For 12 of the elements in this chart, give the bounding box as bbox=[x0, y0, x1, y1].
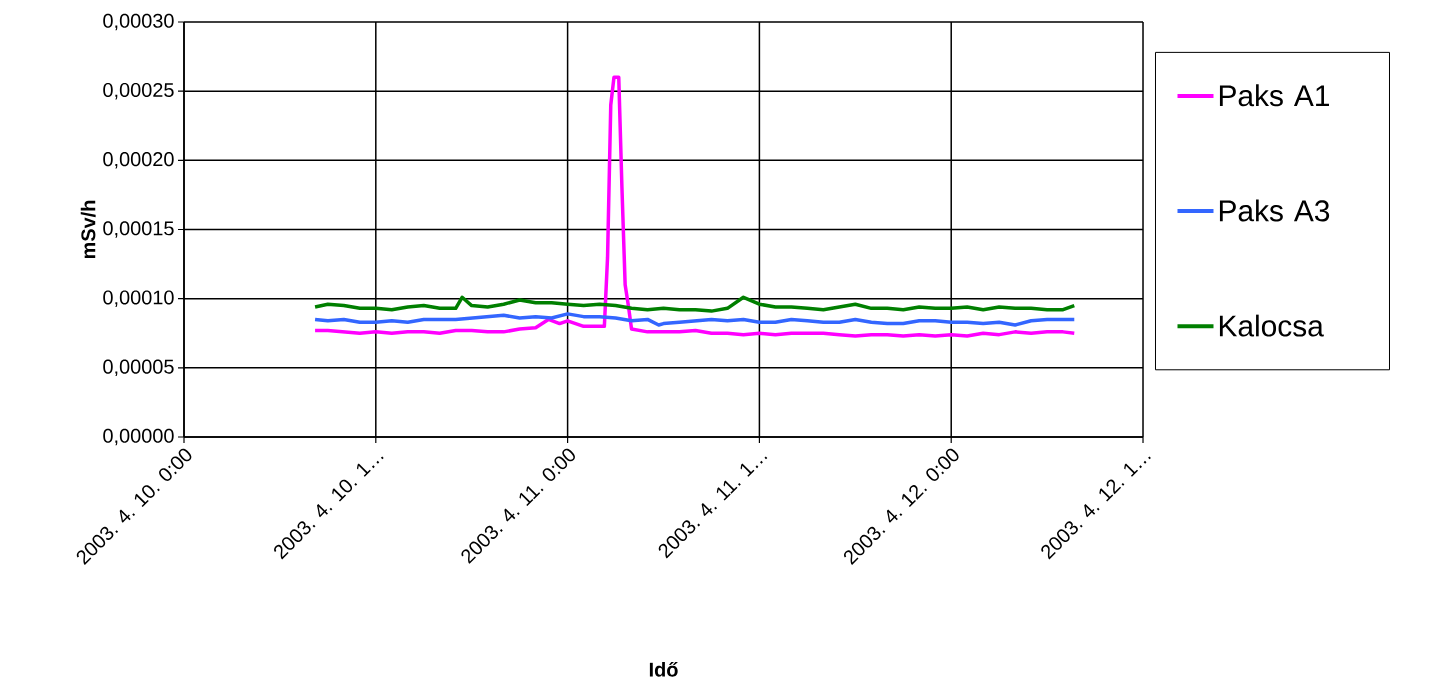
x-axis-title: Idő bbox=[649, 662, 678, 677]
legend-label: Kalocsa bbox=[1219, 314, 1324, 337]
legend-label: Paks A1 bbox=[1219, 84, 1329, 107]
y-tick-label: 0,00025 bbox=[103, 82, 174, 100]
legend-label: Paks A3 bbox=[1219, 199, 1330, 222]
y-axis-title: mSv/h bbox=[80, 200, 96, 259]
y-tick-label: 0,00005 bbox=[103, 359, 174, 377]
y-tick-label: 0,00030 bbox=[103, 13, 174, 31]
y-tick-label: 0,00010 bbox=[103, 290, 174, 307]
y-tick-label: 0,00020 bbox=[103, 152, 174, 169]
y-tick-label: 0,00000 bbox=[103, 428, 174, 446]
y-tick-label: 0,00015 bbox=[103, 221, 174, 238]
